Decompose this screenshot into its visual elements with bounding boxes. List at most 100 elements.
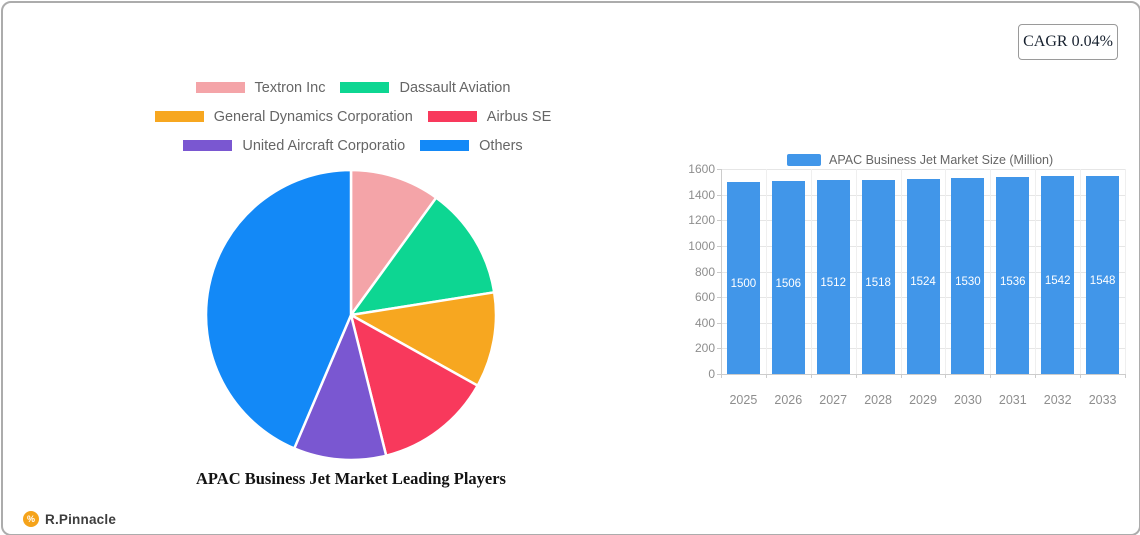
bar-value-label: 1536 bbox=[1000, 275, 1026, 288]
bar-splitline bbox=[1125, 169, 1126, 374]
bar-splitline bbox=[900, 169, 902, 374]
x-axis-label: 2027 bbox=[819, 393, 848, 407]
y-axis-label: 1600 bbox=[688, 162, 715, 176]
x-axis-tick bbox=[855, 374, 857, 378]
y-axis-tick bbox=[717, 271, 721, 273]
bar-splitline bbox=[945, 169, 947, 374]
brand-logo: % R.Pinnacle bbox=[23, 511, 116, 527]
legend-swatch bbox=[420, 140, 470, 151]
x-axis-label: 2025 bbox=[729, 393, 758, 407]
bar-value-label: 1506 bbox=[775, 277, 802, 290]
x-axis-line bbox=[721, 374, 1125, 375]
x-axis-label: 2028 bbox=[864, 393, 892, 407]
pie-legend-item[interactable]: United Aircraft Corporatio bbox=[183, 138, 405, 154]
y-axis-label: 1400 bbox=[688, 187, 715, 202]
x-axis-label: 2029 bbox=[909, 393, 937, 407]
bar[interactable] bbox=[1041, 176, 1075, 374]
bar-legend-item[interactable]: APAC Business Jet Market Size (Million) bbox=[787, 153, 1053, 167]
pie-legend-row: United Aircraft Corporatio Others bbox=[78, 131, 628, 160]
bar-splitline bbox=[765, 169, 767, 374]
bar-splitline bbox=[990, 169, 992, 374]
bar-splitline bbox=[810, 169, 812, 374]
bar[interactable] bbox=[726, 181, 760, 374]
pie-legend-item[interactable]: Textron Inc bbox=[195, 79, 326, 96]
pie-slice-5[interactable] bbox=[204, 168, 353, 450]
pie-slice-2[interactable] bbox=[349, 291, 498, 387]
bar-legend-label: APAC Business Jet Market Size (Million) bbox=[829, 153, 1054, 167]
y-axis-tick bbox=[717, 297, 721, 299]
bar[interactable] bbox=[816, 180, 850, 374]
y-axis-label: 1200 bbox=[688, 213, 715, 228]
y-axis-tick bbox=[717, 220, 721, 222]
y-axis-tick bbox=[717, 348, 721, 350]
x-axis-label: 2033 bbox=[1088, 393, 1117, 407]
legend-label: General Dynamics Corporation bbox=[213, 108, 413, 125]
x-axis-tick bbox=[765, 374, 767, 378]
legend-swatch bbox=[154, 111, 204, 122]
x-axis-tick bbox=[900, 374, 902, 378]
y-axis-tick bbox=[717, 169, 721, 170]
bar-value-label: 1518 bbox=[865, 276, 891, 289]
bar-gridline bbox=[721, 169, 1125, 170]
x-axis-tick bbox=[1080, 374, 1082, 378]
pie-slice-0[interactable] bbox=[349, 168, 438, 317]
pie-chart bbox=[204, 168, 498, 462]
legend-swatch bbox=[195, 82, 245, 93]
bar-value-label: 1548 bbox=[1089, 274, 1116, 287]
y-axis-label: 600 bbox=[694, 290, 715, 305]
pie-legend: Textron Inc Dassault Aviation General Dyna… bbox=[78, 73, 628, 160]
pie-legend-item[interactable]: Others bbox=[420, 138, 523, 154]
y-axis-label: 1000 bbox=[688, 238, 715, 253]
legend-label: United Aircraft Corporatio bbox=[242, 137, 406, 154]
bar[interactable] bbox=[996, 177, 1030, 374]
brand-name: R.Pinnacle bbox=[45, 511, 117, 527]
pie-legend-item[interactable]: General Dynamics Corporation bbox=[154, 108, 413, 125]
bar-legend-swatch bbox=[787, 154, 821, 166]
y-axis-label: 0 bbox=[708, 367, 715, 381]
legend-swatch bbox=[427, 111, 477, 122]
y-axis-tick bbox=[717, 194, 721, 196]
pie-slice-3[interactable] bbox=[349, 313, 479, 457]
bar[interactable] bbox=[771, 181, 805, 374]
bar-splitline bbox=[1080, 169, 1082, 374]
y-axis-line bbox=[721, 169, 722, 378]
bar[interactable] bbox=[951, 178, 985, 374]
x-axis-label: 2031 bbox=[998, 393, 1027, 407]
x-axis-tick bbox=[1125, 374, 1126, 378]
cagr-badge: CAGR 0.04% bbox=[1018, 24, 1118, 60]
bar-value-label: 1500 bbox=[730, 277, 757, 290]
bar-value-label: 1524 bbox=[910, 276, 936, 289]
legend-label: Airbus SE bbox=[486, 108, 552, 125]
pie-legend-item[interactable]: Dassault Aviation bbox=[340, 80, 510, 96]
pie-legend-item[interactable]: Airbus SE bbox=[427, 108, 552, 125]
bar-value-label: 1542 bbox=[1044, 275, 1071, 288]
brand-icon: % bbox=[23, 511, 39, 527]
bar-chart-section: APAC Business Jet Market Size (Million) … bbox=[683, 148, 1140, 418]
pie-legend-row: General Dynamics Corporation Airbus SE bbox=[78, 102, 628, 131]
bar[interactable] bbox=[1086, 175, 1120, 374]
bar-value-label: 1530 bbox=[955, 276, 981, 288]
x-axis-tick bbox=[810, 374, 812, 378]
bar-splitline bbox=[1035, 169, 1037, 374]
x-axis-tick bbox=[1035, 374, 1037, 378]
x-axis-tick bbox=[990, 374, 992, 378]
bar-value-label: 1512 bbox=[820, 277, 846, 290]
x-axis-tick bbox=[945, 374, 947, 378]
pie-slice-1[interactable] bbox=[349, 196, 496, 317]
y-axis-tick bbox=[717, 322, 721, 324]
pie-slice-4[interactable] bbox=[293, 313, 388, 462]
y-axis-label: 800 bbox=[694, 264, 715, 279]
bar[interactable] bbox=[906, 178, 940, 374]
legend-swatch bbox=[340, 82, 390, 93]
legend-label: Dassault Aviation bbox=[399, 79, 511, 96]
bar[interactable] bbox=[861, 179, 895, 374]
y-axis-label: 400 bbox=[694, 315, 715, 330]
legend-swatch bbox=[183, 140, 233, 151]
x-axis-label: 2032 bbox=[1043, 393, 1072, 407]
y-axis-label: 200 bbox=[694, 341, 715, 356]
bar-splitline bbox=[855, 169, 857, 374]
x-axis-label: 2030 bbox=[953, 393, 982, 407]
legend-label: Textron Inc bbox=[254, 79, 326, 96]
pie-legend-row: Textron Inc Dassault Aviation bbox=[78, 73, 628, 102]
